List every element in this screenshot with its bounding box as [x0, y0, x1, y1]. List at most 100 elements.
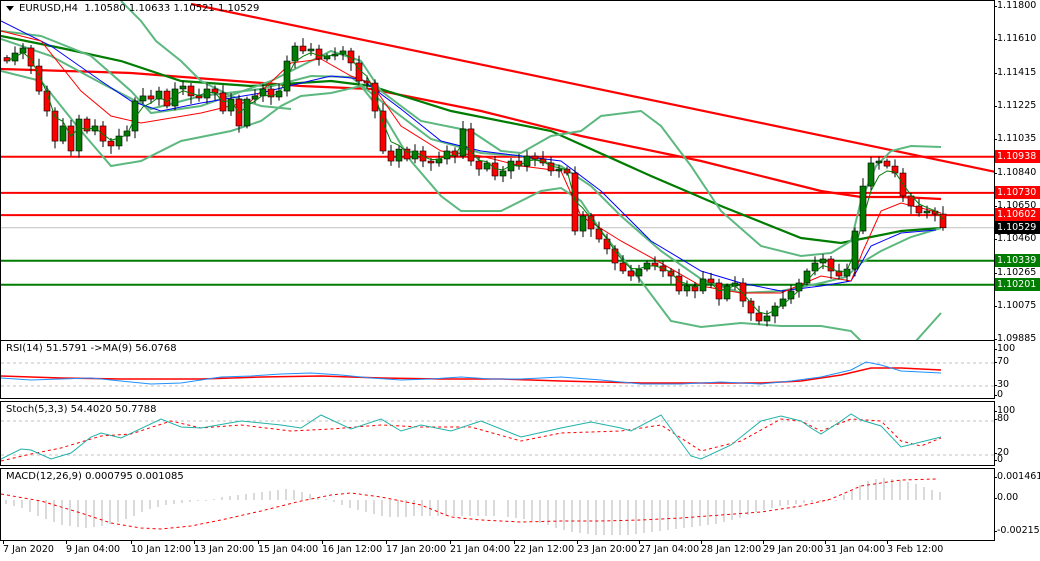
time-label: 15 Jan 04:00 [258, 540, 319, 555]
bollinger-upper-line [1, 30, 942, 258]
stoch-level-0: 0 [993, 454, 1004, 465]
chart-title: EURUSD,H4 1.10580 1.10633 1.10521 1.1052… [6, 3, 259, 14]
bollinger-lower-line [1, 70, 862, 340]
bollinger-lower-top-line [120, 1, 292, 110]
price-tick: 1.10075 [993, 299, 1037, 311]
bullish-candle [499, 170, 507, 177]
price-level-tag: 1.10730 [995, 185, 1040, 199]
price-chart-canvas[interactable] [1, 1, 995, 341]
stoch-pane[interactable]: Stoch(5,3,3) 54.4020 50.7788 [0, 401, 995, 466]
bullish-candle [155, 90, 163, 100]
macd-pane[interactable]: MACD(12,26,9) 0.000795 0.001085 [0, 468, 995, 541]
bearish-candle [891, 165, 899, 174]
bullish-candle [291, 45, 299, 62]
ohlc-values: 1.10580 1.10633 1.10521 1.10529 [84, 3, 260, 14]
bullish-candle [723, 285, 731, 300]
price-tick: 1.11035 [993, 132, 1037, 144]
bearish-candle [267, 88, 275, 98]
bullish-candle [811, 262, 819, 272]
bearish-candle [907, 195, 915, 207]
bearish-candle [667, 270, 675, 277]
time-label: 16 Jan 12:00 [322, 540, 383, 555]
bearish-candle [603, 238, 611, 250]
ma-fast-green-line [6, 51, 944, 315]
bearish-candle [403, 148, 411, 160]
time-label: 27 Jan 04:00 [639, 540, 700, 555]
time-axis[interactable]: 7 Jan 2020 9 Jan 04:00 10 Jan 12:00 13 Jan … [0, 540, 995, 561]
stoch-signal-line [1, 418, 942, 462]
time-label: 13 Jan 20:00 [194, 540, 255, 555]
bullish-candle [859, 185, 867, 232]
bearish-candle [475, 160, 483, 170]
price-level-tag: 1.10938 [995, 149, 1040, 163]
bearish-candle [627, 270, 635, 277]
bullish-candle [483, 162, 491, 170]
price-tick: 1.11610 [993, 32, 1037, 44]
bearish-candle [827, 258, 835, 272]
time-label: 10 Jan 12:00 [131, 540, 192, 555]
bullish-candle [635, 268, 643, 277]
bullish-candle [259, 88, 267, 97]
time-label: 21 Jan 04:00 [450, 540, 511, 555]
rsi-canvas [1, 361, 994, 387]
bullish-candle [699, 278, 707, 292]
stoch-main-line [1, 413, 942, 460]
time-label: 22 Jan 12:00 [514, 540, 575, 555]
bullish-candle [819, 258, 827, 264]
price-tick: 1.09885 [993, 332, 1037, 344]
bearish-candle [611, 248, 619, 264]
rsi-line [1, 361, 942, 385]
time-label: 3 Feb 12:00 [887, 540, 944, 555]
bearish-candle [35, 65, 43, 92]
bearish-candle [163, 90, 171, 107]
rsi-pane[interactable]: RSI(14) 51.5791 ->MA(9) 56.0768 [0, 340, 995, 399]
bollinger-lower-end-line [915, 312, 942, 340]
trendline-line [190, 2, 994, 173]
bullish-candle [139, 95, 147, 102]
stoch-level-100: 100 [993, 405, 1016, 416]
bullish-candle [923, 210, 931, 214]
bullish-candle [59, 125, 67, 142]
price-tick: 1.10460 [993, 232, 1037, 244]
macd-scale: 0.001461 0.00 -0.002156 [993, 468, 1040, 541]
stoch-canvas [1, 413, 994, 462]
bearish-candle [755, 312, 763, 322]
macd-level-zero: 0.00 [993, 492, 1019, 503]
bearish-candle [467, 128, 475, 162]
bearish-candle [379, 110, 387, 152]
main-chart-pane[interactable]: EURUSD,H4 1.10580 1.10633 1.10521 1.1052… [0, 0, 995, 341]
price-tick: 1.11415 [993, 66, 1037, 78]
rsi-level-70: 70 [993, 356, 1010, 367]
bullish-candle [131, 100, 139, 132]
bullish-candle [763, 315, 771, 322]
bearish-candle [531, 155, 539, 160]
price-scale[interactable]: 1.11800 1.11610 1.11415 1.11225 1.11035 1.108… [993, 0, 1040, 344]
bearish-candle [51, 110, 59, 142]
bearish-candle [83, 118, 91, 132]
price-level-tag: 1.10201 [995, 277, 1040, 291]
bearish-candle [67, 125, 75, 152]
macd-canvas [1, 478, 941, 535]
symbol-label: EURUSD,H4 [19, 3, 79, 14]
macd-label: MACD(12,26,9) 0.000795 0.001085 [6, 471, 184, 482]
bullish-candle [243, 98, 251, 127]
time-label: 28 Jan 12:00 [701, 540, 762, 555]
price-tick: 1.11800 [993, 0, 1037, 11]
bullish-candle [843, 268, 851, 277]
bearish-candle [387, 150, 395, 162]
bearish-candle [427, 160, 435, 164]
bearish-candle [347, 50, 355, 64]
triangle-down-icon[interactable] [6, 5, 14, 11]
rsi-level-30: 30 [993, 379, 1010, 390]
price-tick: 1.10650 [993, 199, 1037, 211]
bearish-candle [571, 172, 579, 232]
bullish-candle [579, 215, 587, 232]
macd-level-min: -0.002156 [994, 525, 1040, 536]
price-tick: 1.11225 [993, 99, 1037, 111]
bullish-candle [411, 150, 419, 160]
bullish-candle [251, 95, 259, 100]
rsi-scale: 100 70 30 0 [993, 340, 1040, 400]
bullish-candle [307, 48, 315, 52]
bullish-candle [323, 55, 331, 60]
rsi-ma-line [1, 367, 942, 384]
